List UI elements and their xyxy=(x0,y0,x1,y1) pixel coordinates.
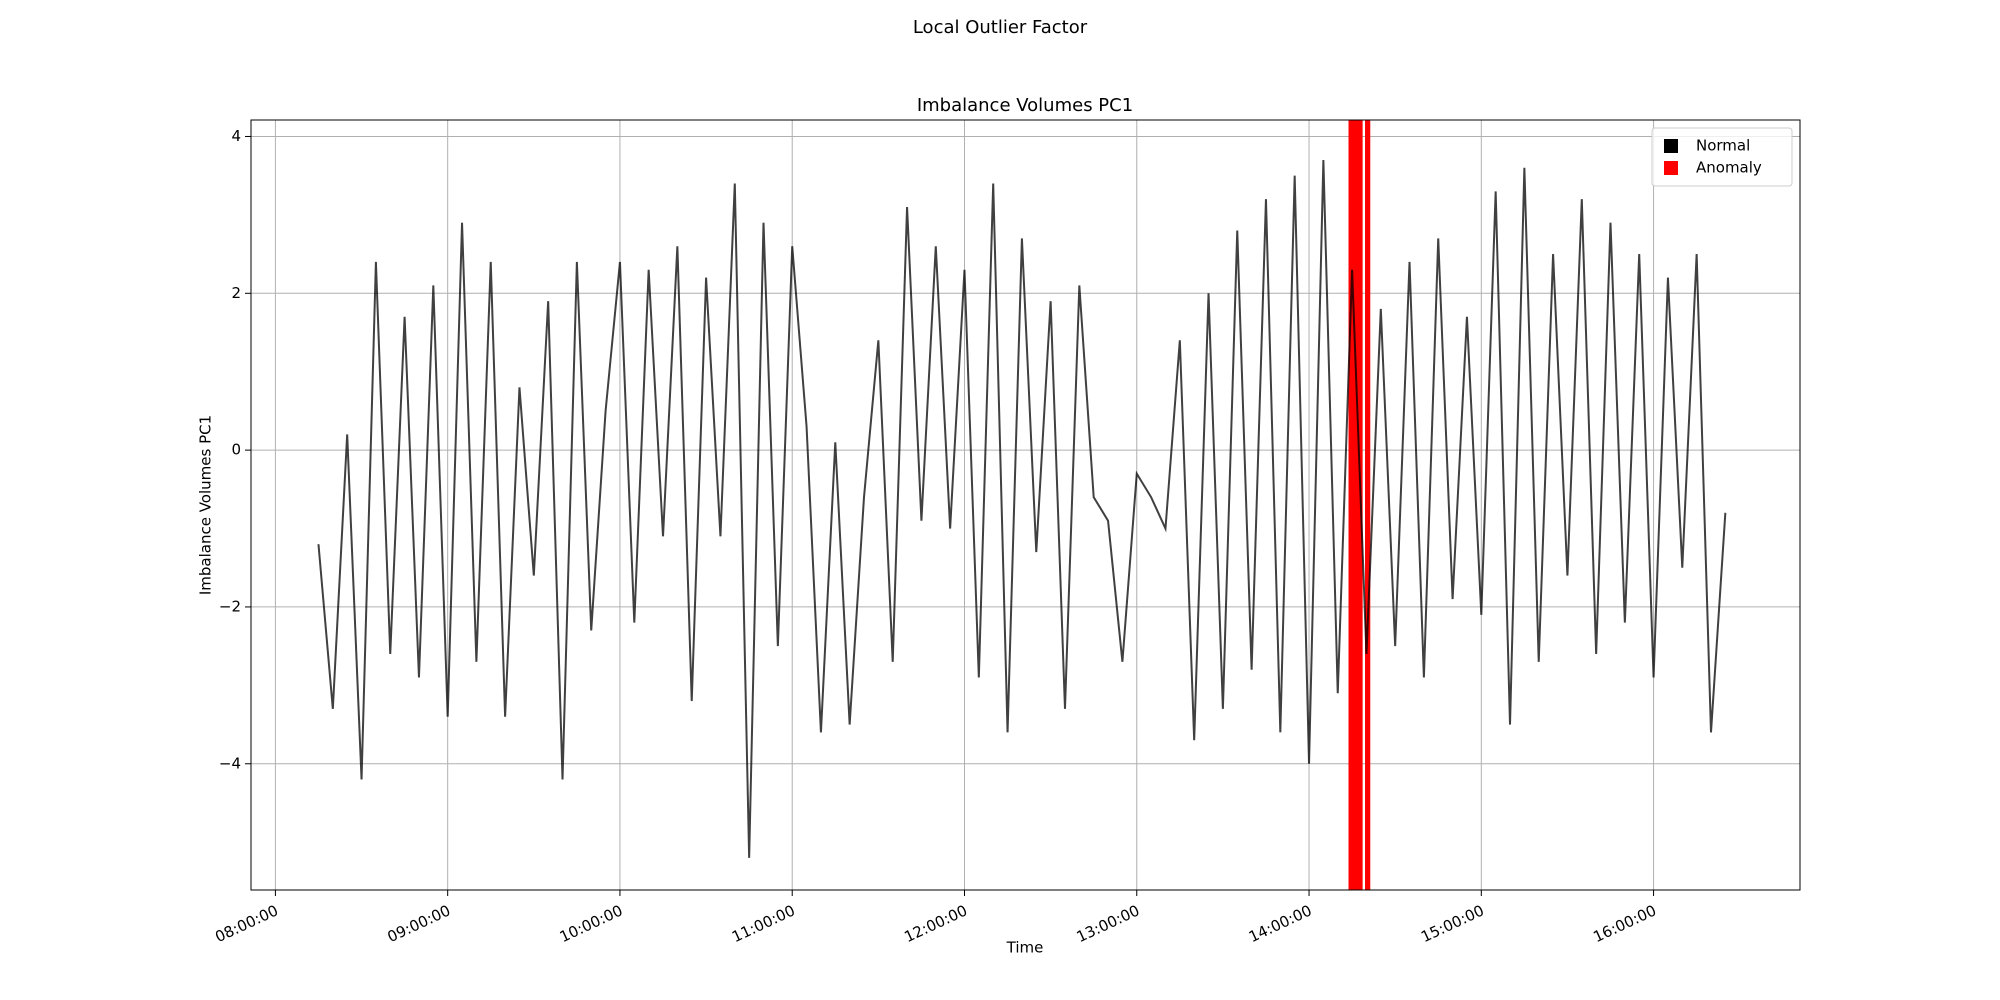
legend-label: Normal xyxy=(1696,137,1750,155)
y-tick-label: 0 xyxy=(231,441,241,459)
x-tick-label: 15:00:00 xyxy=(1418,901,1487,946)
x-axis-label: Time xyxy=(1006,939,1044,957)
suptitle: Local Outlier Factor xyxy=(913,17,1088,38)
x-tick-label: 10:00:00 xyxy=(557,901,626,946)
y-tick-label: −2 xyxy=(219,597,241,615)
legend-box xyxy=(1651,127,1793,187)
plot-frame xyxy=(250,119,1801,891)
x-tick-label: 09:00:00 xyxy=(385,901,454,946)
legend-label: Anomaly xyxy=(1696,159,1762,177)
data-line xyxy=(317,159,1727,858)
anomaly-span xyxy=(1348,120,1363,890)
y-axis-label: Imbalance Volumes PC1 xyxy=(197,415,215,595)
legend: Normal Anomaly xyxy=(1651,127,1793,187)
y-tick-label: 4 xyxy=(231,127,241,145)
y-tick-label: −4 xyxy=(219,754,241,772)
x-tick-label: 13:00:00 xyxy=(1074,901,1143,946)
legend-swatch xyxy=(1664,161,1678,175)
x-tick-label: 14:00:00 xyxy=(1246,901,1315,946)
x-tick-label: 16:00:00 xyxy=(1590,901,1659,946)
y-tick-label: 2 xyxy=(231,284,241,302)
x-tick-label: 08:00:00 xyxy=(212,901,281,946)
chart-title: Imbalance Volumes PC1 xyxy=(917,95,1133,116)
legend-swatch xyxy=(1664,139,1678,153)
anomaly-span xyxy=(1365,120,1371,890)
x-tick-label: 11:00:00 xyxy=(729,901,798,946)
x-tick-label: 12:00:00 xyxy=(901,901,970,946)
